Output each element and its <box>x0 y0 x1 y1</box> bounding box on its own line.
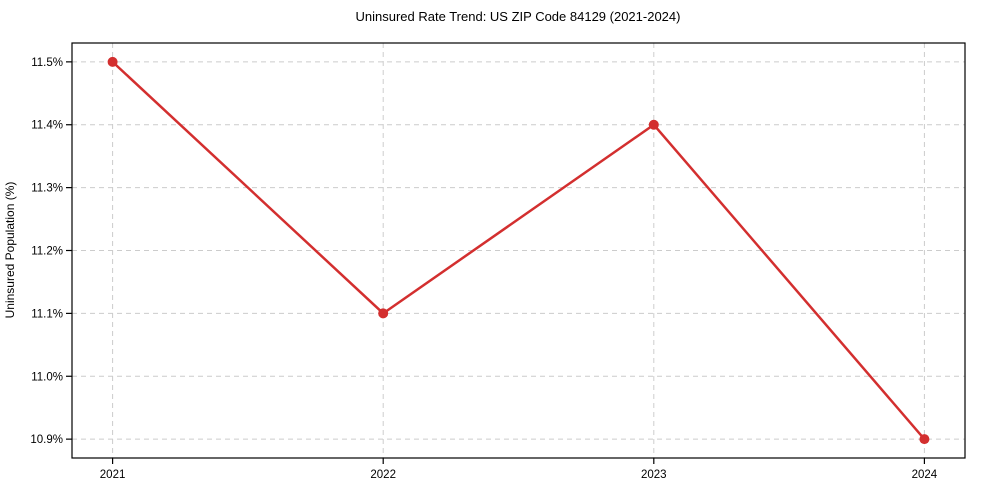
axes: 10.9% 11.0% 11.1% 11.2% 11.3% 11.4% 11.5% 2021 2… <box>30 42 966 481</box>
y-tick-label: 11.2% <box>31 246 63 258</box>
x-tick-label: 2022 <box>370 469 396 481</box>
x-tick-label: 2021 <box>100 469 126 481</box>
chart-title: Uninsured Rate Trend: US ZIP Code 84129 … <box>356 9 681 24</box>
gridlines <box>72 43 965 458</box>
y-tick-label: 11.1% <box>31 308 63 320</box>
y-axis-label: Uninsured Population (%) <box>3 182 17 319</box>
y-tick-label: 11.5% <box>31 57 63 69</box>
data-point <box>919 434 930 445</box>
x-tick-label: 2024 <box>912 469 938 481</box>
y-tick-label: 11.3% <box>31 183 63 195</box>
y-tick-label: 11.0% <box>31 371 63 383</box>
data-point <box>378 308 389 319</box>
data-point <box>107 56 118 67</box>
y-tick-label: 10.9% <box>30 434 63 446</box>
x-tick-label: 2023 <box>641 469 667 481</box>
y-tick-label: 11.4% <box>31 120 63 132</box>
trend-line-series <box>107 56 930 445</box>
data-point <box>648 119 659 130</box>
trend-line <box>111 60 926 441</box>
